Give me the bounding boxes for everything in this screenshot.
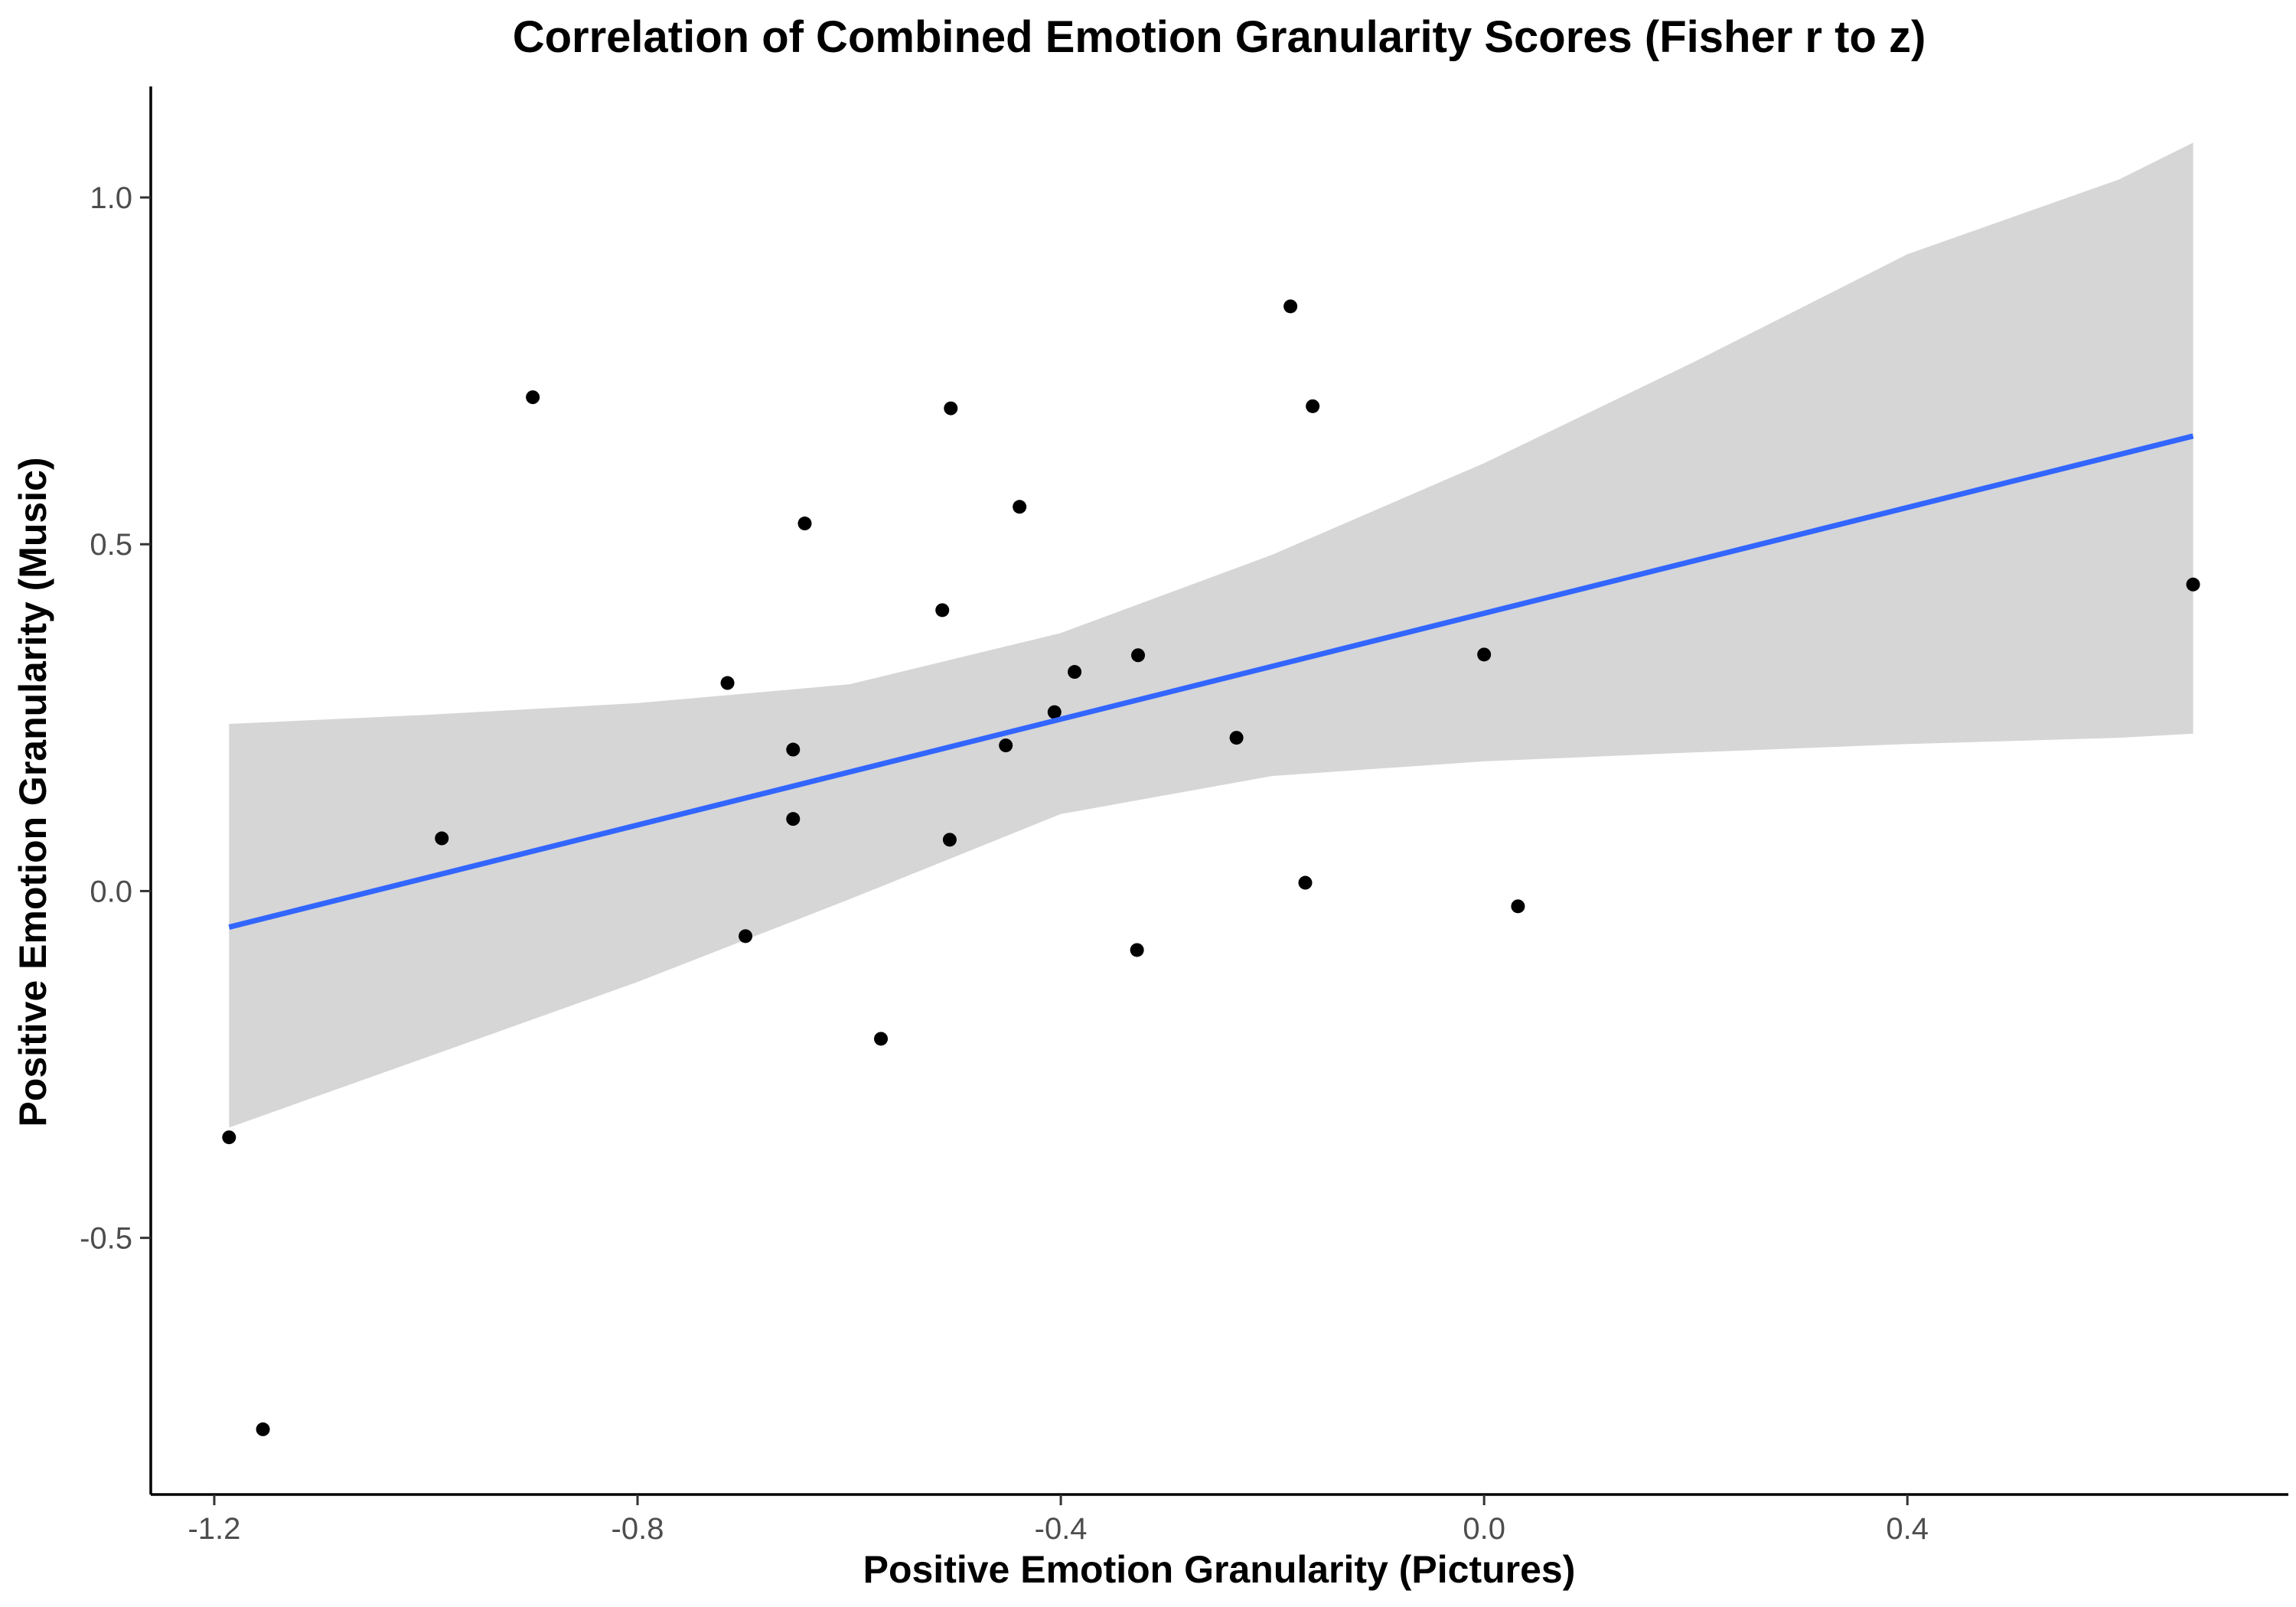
data-point [1511,899,1525,914]
data-point [435,831,449,846]
data-point [1131,648,1146,663]
x-tick-label: 0.0 [1463,1512,1505,1546]
x-axis-label: Positive Emotion Granularity (Pictures) [863,1548,1576,1591]
data-point [1047,705,1062,719]
data-point [999,738,1013,753]
x-tick-label: -1.2 [188,1512,240,1546]
data-point [786,812,801,826]
data-point [256,1422,270,1436]
data-point [874,1032,889,1046]
x-tick-label: -0.4 [1035,1512,1088,1546]
data-point [1298,875,1313,890]
data-point [2186,577,2200,592]
data-point [1130,943,1144,957]
data-point [1068,665,1082,680]
x-tick-label: -0.8 [612,1512,664,1546]
data-point [1477,647,1492,662]
y-tick-label: 0.0 [90,875,132,908]
data-point [797,517,812,531]
data-point [1013,500,1027,514]
data-point [1306,399,1320,413]
plot-area [222,142,2200,1436]
y-axis-ticks: -0.5 0.0 0.5 1.0 [80,181,151,1256]
data-point [935,603,950,618]
data-point [222,1130,236,1145]
x-axis-ticks: -1.2 -0.8 -0.4 0.0 0.4 [188,1495,1929,1546]
y-tick-label: 0.5 [90,528,132,562]
data-point [739,929,753,944]
y-axis-label: Positive Emotion Granularity (Music) [11,457,54,1126]
y-tick-label: -0.5 [80,1222,132,1256]
y-tick-label: 1.0 [90,181,132,215]
data-point [942,833,957,847]
data-points [222,299,2200,1436]
confidence-band [229,142,2193,1128]
data-point [526,390,540,405]
data-point [1229,731,1244,745]
data-point [1283,299,1298,314]
regression-line [228,433,2194,930]
data-point [720,676,735,690]
chart-title: Correlation of Combined Emotion Granular… [513,12,1926,62]
x-tick-label: 0.4 [1886,1512,1929,1546]
data-point [786,742,801,757]
data-point [944,401,958,416]
